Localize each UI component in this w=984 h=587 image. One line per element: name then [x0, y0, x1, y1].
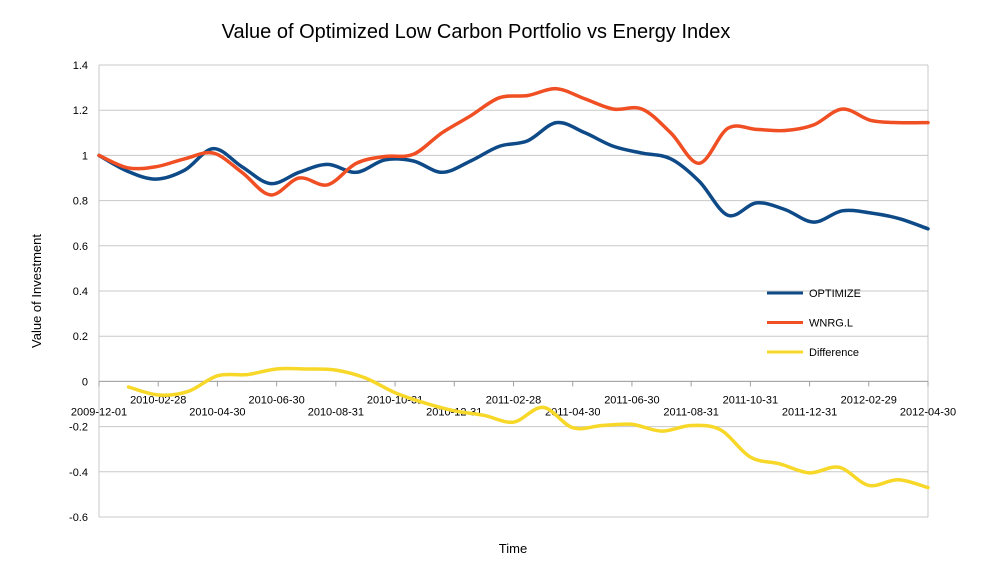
x-tick-label: 2012-04-30	[900, 406, 956, 418]
legend-label: Difference	[809, 347, 859, 359]
y-tick-label: 1	[82, 150, 88, 162]
x-tick-label: 2011-10-31	[723, 394, 778, 406]
y-tick-label: -0.4	[69, 467, 88, 479]
x-tick-label: 2009-12-01	[71, 406, 127, 418]
legend-label: WNRG.L	[809, 318, 853, 330]
y-tick-label: -0.6	[69, 512, 88, 524]
x-tick-label: 2010-08-31	[308, 406, 364, 418]
y-axis-ticks: 1.4 1.2 1 0.8 0.6 0.4 0.2 0 -0.2 -0.4 -0.6	[69, 60, 88, 524]
legend-label: OPTIMIZE	[809, 288, 861, 300]
series-line-wnrg-l	[97, 86, 930, 197]
x-tick-label: 2012-02-29	[841, 394, 897, 406]
x-tick-label: 2011-06-30	[604, 394, 659, 406]
y-tick-label: 0.2	[73, 331, 88, 343]
y-axis-label: Value of Investment	[29, 234, 44, 348]
x-tick-label: 2010-02-28	[130, 394, 186, 406]
y-tick-label: 0.8	[73, 196, 88, 208]
legend: OPTIMIZE WNRG.L Difference	[767, 288, 861, 359]
y-tick-label: -0.2	[69, 422, 88, 434]
gridlines	[98, 64, 929, 518]
series-line-difference	[126, 366, 930, 490]
x-tick-label: 2011-08-31	[663, 406, 718, 418]
series-lines	[97, 86, 930, 490]
series-line-optimize	[97, 120, 930, 231]
x-tick-label: 2011-12-31	[782, 406, 837, 418]
y-tick-label: 1.2	[73, 105, 88, 117]
y-tick-label: 0.6	[73, 241, 88, 253]
y-tick-label: 1.4	[73, 60, 88, 72]
y-tick-label: 0.4	[73, 286, 88, 298]
x-axis-label: Time	[499, 541, 527, 556]
x-tick-label: 2011-02-28	[486, 394, 541, 406]
chart-title: Value of Optimized Low Carbon Portfolio …	[222, 21, 731, 43]
y-tick-label: 0	[82, 376, 88, 388]
x-tick-label: 2010-06-30	[249, 394, 305, 406]
x-tick-label: 2010-04-30	[189, 406, 245, 418]
